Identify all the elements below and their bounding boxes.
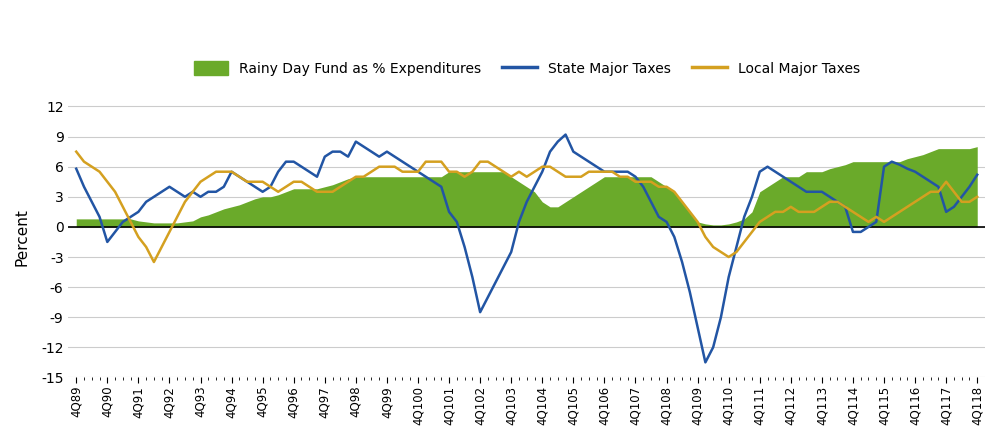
Legend: Rainy Day Fund as % Expenditures, State Major Taxes, Local Major Taxes: Rainy Day Fund as % Expenditures, State … <box>188 55 865 81</box>
Y-axis label: Percent: Percent <box>15 208 30 266</box>
